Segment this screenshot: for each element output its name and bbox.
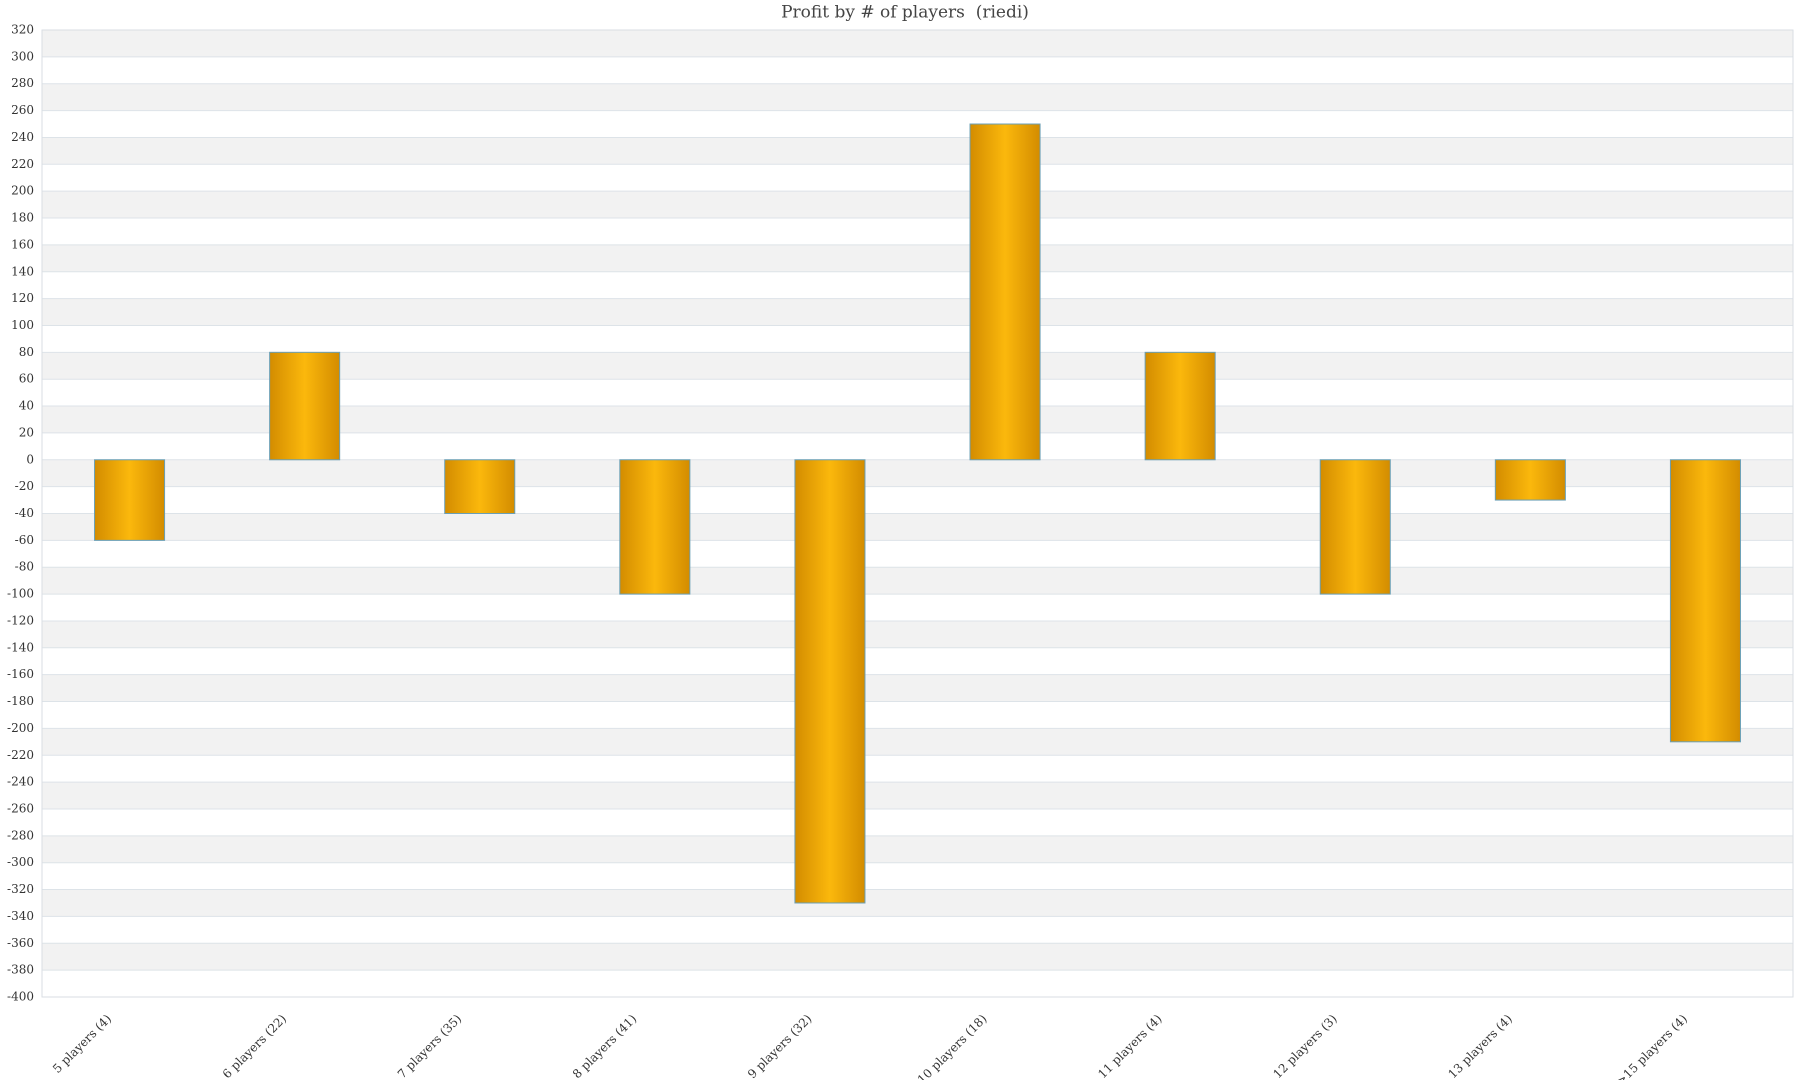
x-tick-label: 11 players (4) <box>1095 1012 1165 1080</box>
y-tick-label: -320 <box>7 882 34 896</box>
bar <box>444 459 516 514</box>
bar <box>794 459 866 904</box>
y-tick-label: 140 <box>11 264 34 278</box>
y-tick-label: -240 <box>7 775 34 789</box>
grid-band <box>42 943 1793 971</box>
y-tick-label: 160 <box>11 237 34 251</box>
grid-band <box>42 56 1793 84</box>
grid-band <box>42 647 1793 675</box>
bar <box>1669 459 1741 743</box>
x-tick-label: 13 players (4) <box>1445 1012 1515 1080</box>
x-tick-label: 12 players (3) <box>1270 1012 1340 1080</box>
grid-band <box>42 862 1793 890</box>
bar <box>619 459 691 595</box>
bar <box>1494 459 1566 501</box>
y-tick-label: -140 <box>7 640 34 654</box>
bar <box>1144 351 1216 461</box>
y-tick-label: -400 <box>7 990 34 1004</box>
grid-band <box>42 782 1793 809</box>
y-tick-label: 320 <box>11 23 34 37</box>
grid-band <box>42 594 1793 621</box>
x-tick-label: 7 players (35) <box>395 1012 465 1080</box>
grid-band <box>42 244 1793 272</box>
grid-band <box>42 83 1793 111</box>
grid-band <box>42 620 1793 648</box>
y-tick-label: 80 <box>19 345 34 359</box>
grid-band <box>42 728 1793 756</box>
grid-band <box>42 325 1793 353</box>
grid-band <box>42 916 1793 944</box>
y-tick-label: 40 <box>19 399 34 413</box>
grid-band <box>42 191 1793 219</box>
y-tick-label: 240 <box>11 130 34 144</box>
grid-band <box>42 540 1793 568</box>
y-tick-label: 0 <box>26 452 34 466</box>
grid-band <box>42 164 1793 192</box>
y-tick-label: 220 <box>11 157 34 171</box>
y-tick-label: 180 <box>11 211 34 225</box>
x-tick-label: 10 players (18) <box>915 1012 990 1080</box>
grid-band <box>42 30 1793 57</box>
grid-band <box>42 701 1793 729</box>
y-tick-label: -280 <box>7 828 34 842</box>
y-tick-label: 120 <box>11 291 34 305</box>
x-tick-label: >15 players (4) <box>1613 1012 1690 1080</box>
plot-border <box>41 29 1794 998</box>
grid-band <box>42 674 1793 702</box>
y-tick-label: -80 <box>15 560 34 574</box>
x-tick-label: 9 players (32) <box>745 1012 815 1080</box>
y-tick-label: -160 <box>7 667 34 681</box>
y-tick-label: -20 <box>15 479 34 493</box>
x-tick-label: 6 players (22) <box>220 1012 290 1080</box>
grid-band <box>42 970 1793 997</box>
y-tick-label: 260 <box>11 103 34 117</box>
grid-band <box>42 567 1793 595</box>
grid-band <box>42 835 1793 863</box>
bar <box>969 123 1041 461</box>
x-tick-label: 5 players (4) <box>50 1012 114 1076</box>
x-tick-label: 8 players (41) <box>570 1012 640 1080</box>
y-tick-label: -120 <box>7 613 34 627</box>
y-tick-label: -380 <box>7 963 34 977</box>
y-tick-label: -220 <box>7 748 34 762</box>
y-tick-label: -180 <box>7 694 34 708</box>
grid-band <box>42 218 1793 245</box>
y-tick-label: -40 <box>15 506 34 520</box>
y-tick-label: 200 <box>11 184 34 198</box>
y-tick-label: -260 <box>7 801 34 815</box>
y-tick-label: -300 <box>7 855 34 869</box>
y-tick-label: -340 <box>7 909 34 923</box>
y-tick-label: 60 <box>19 372 34 386</box>
grid-band <box>42 513 1793 541</box>
grid-band <box>42 755 1793 783</box>
grid-band <box>42 298 1793 326</box>
y-tick-label: 280 <box>11 76 34 90</box>
chart-title: Profit by # of players (riedi) <box>781 3 1029 23</box>
grid-band <box>42 808 1793 836</box>
y-tick-label: -100 <box>7 587 34 601</box>
grid-band <box>42 271 1793 299</box>
y-tick-label: 300 <box>11 49 34 63</box>
y-tick-label: -60 <box>15 533 34 547</box>
grid-band <box>42 110 1793 138</box>
y-tick-label: -200 <box>7 721 34 735</box>
bar <box>94 459 166 541</box>
y-tick-label: 20 <box>19 425 34 439</box>
y-tick-label: -360 <box>7 936 34 950</box>
bar <box>269 351 341 461</box>
grid-band <box>42 889 1793 917</box>
grid-band <box>42 137 1793 165</box>
y-tick-label: 100 <box>11 318 34 332</box>
bar <box>1319 459 1391 595</box>
